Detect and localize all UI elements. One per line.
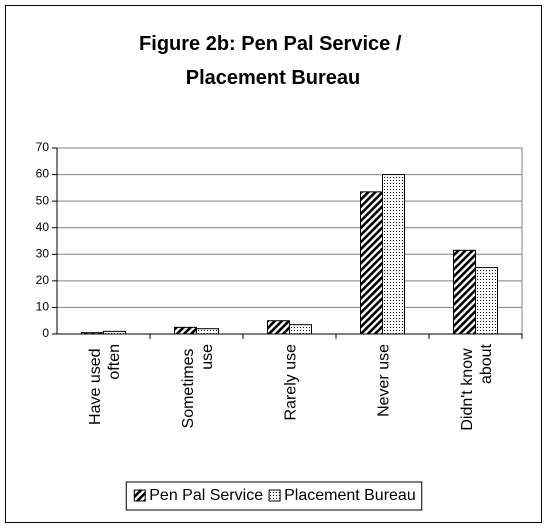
bar (103, 330, 126, 335)
bar (174, 326, 197, 335)
x-tick-label: Never use (376, 344, 393, 417)
bar (196, 328, 219, 335)
x-tick-label: Have used often (87, 344, 123, 425)
bar (289, 324, 312, 335)
legend-label: Pen Pal Service (149, 487, 263, 504)
y-tick-label: 30 (36, 246, 50, 260)
bar (81, 332, 104, 335)
y-tick-label: 60 (36, 167, 50, 181)
y-tick-label: 50 (36, 193, 50, 207)
bar (475, 267, 498, 335)
y-tick-label: 20 (36, 273, 50, 287)
y-tick-label: 70 (36, 140, 50, 154)
y-tick-label: 0 (42, 326, 49, 340)
bar (360, 191, 383, 335)
legend: Pen Pal Service Placement Bureau (125, 481, 423, 511)
chart-title: Figure 2b: Pen Pal Service / Placement B… (139, 33, 407, 89)
bar (382, 174, 405, 335)
x-tick-label: Didn't know about (459, 343, 495, 430)
bar (267, 320, 290, 335)
legend-label: Placement Bureau (284, 487, 416, 504)
y-tick-label: 10 (36, 300, 50, 314)
x-tick-label: Rarely use (283, 344, 300, 421)
legend-swatch (268, 489, 281, 502)
bar (453, 249, 476, 335)
x-tick-label: Sometimes use (180, 344, 216, 429)
legend-swatch (133, 489, 146, 502)
y-tick-label: 40 (36, 220, 50, 234)
plot-area (56, 147, 523, 335)
